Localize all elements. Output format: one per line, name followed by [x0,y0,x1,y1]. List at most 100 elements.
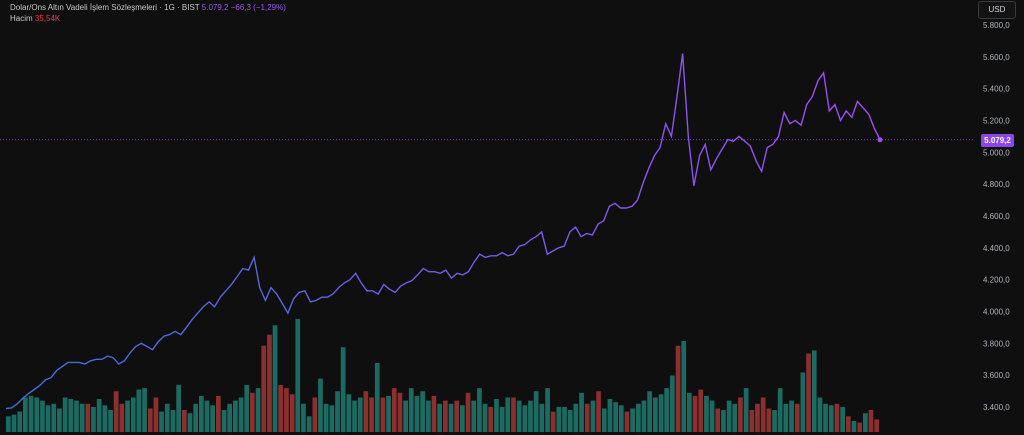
volume-bar [312,397,318,432]
volume-bar [403,400,408,432]
volume-bar [272,325,278,432]
volume-bar [437,403,442,433]
volume-bar [244,384,250,432]
y-tick-label: 5.000,0 [983,148,1010,157]
y-tick-label: 4.800,0 [983,180,1010,189]
volume-bar [323,403,329,433]
volume-bar [51,403,57,433]
volume-bar [420,391,425,432]
volume-bar [380,397,386,432]
volume-bar [17,411,23,432]
volume-bar [289,394,295,432]
volume-bar [675,345,681,432]
volume-bar [811,350,817,432]
volume-bar [817,397,823,432]
volume-bar [828,405,834,432]
volume-bar [528,400,533,432]
currency-button[interactable]: USD [978,1,1016,19]
volume-bar [181,410,187,432]
volume-bar [545,388,550,432]
volume-bar [125,400,130,432]
volume-bar [567,410,573,432]
volume-bar [556,406,562,432]
volume-bar [732,403,738,433]
legend-main: Dolar/Ons Altın Vadeli İşlem Sözleşmeler… [10,3,286,12]
volume-bar [477,388,482,432]
last-value: 5.079,2 [201,3,229,12]
volume-bar [511,397,516,432]
volume-bar [499,406,505,432]
volume-bar [715,408,721,432]
volume-bar [408,388,414,432]
volume-bar [647,391,652,432]
volume-value: 35,54K [34,14,61,23]
legend-volume: Hacim 35,54K [10,14,60,23]
volume-bar [670,375,675,432]
volume-bar [823,403,828,433]
volume-bar [800,372,806,432]
volume-bar [681,341,687,432]
volume-bar [346,394,352,432]
volume-bar [301,403,306,433]
volume-bar [533,391,539,432]
volume-bar [159,411,164,432]
price-badge: 5.079,2 [981,134,1014,147]
volume-bar [45,405,51,432]
volume-bar [250,392,255,432]
volume-bar [613,402,618,432]
volume-bar [794,403,800,433]
volume-bar [414,395,420,432]
volume-bar [590,400,596,432]
volume-bar [443,400,448,432]
volume-bar [306,416,312,432]
volume-bar [386,395,391,432]
volume-bar [74,400,79,432]
volume-bar [641,400,647,432]
volume-bar [6,416,11,432]
volume-bar [726,400,732,432]
volume-bar [318,378,323,432]
volume-bar [863,413,868,432]
volume-bar [130,397,136,432]
volume-bar [454,400,460,432]
change-value: −66,3 (−1,29%) [230,3,286,12]
volume-bar [357,397,363,432]
y-tick-label: 3.400,0 [983,403,1010,412]
y-tick-label: 5.400,0 [983,85,1010,94]
y-tick-label: 5.600,0 [983,53,1010,62]
volume-bar [335,391,340,432]
volume-bar [170,410,176,432]
y-tick-label: 4.600,0 [983,212,1010,221]
volume-bars [6,319,879,433]
volume-bar [874,419,879,432]
volume-bar [28,395,34,432]
volume-bar [79,403,85,433]
volume-bar [204,400,210,432]
volume-bar [516,400,522,432]
volume-bar [704,395,709,432]
volume-bar [278,384,284,432]
volume-bar [147,408,153,432]
volume-bar [352,400,357,432]
volume-bar [57,408,62,432]
volume-bar [340,347,346,433]
y-tick-label: 5.200,0 [983,117,1010,126]
volume-bar [562,406,567,432]
volume-bar [494,399,499,432]
volume-bar [176,384,181,432]
volume-bar [596,391,601,432]
volume-bar [233,400,238,432]
volume-bar [789,400,794,432]
volume-bar [397,392,403,432]
y-tick-label: 3.800,0 [983,339,1010,348]
symbol-title[interactable]: Dolar/Ons Altın Vadeli İşlem Sözleşmeler… [10,3,200,12]
volume-bar [391,388,397,432]
volume-bar [522,405,528,432]
volume-bar [783,403,789,433]
volume-bar [749,410,755,432]
volume-bar [284,388,289,432]
volume-bar [868,410,874,432]
volume-bar [119,403,125,433]
volume-label[interactable]: Hacim [10,14,33,23]
